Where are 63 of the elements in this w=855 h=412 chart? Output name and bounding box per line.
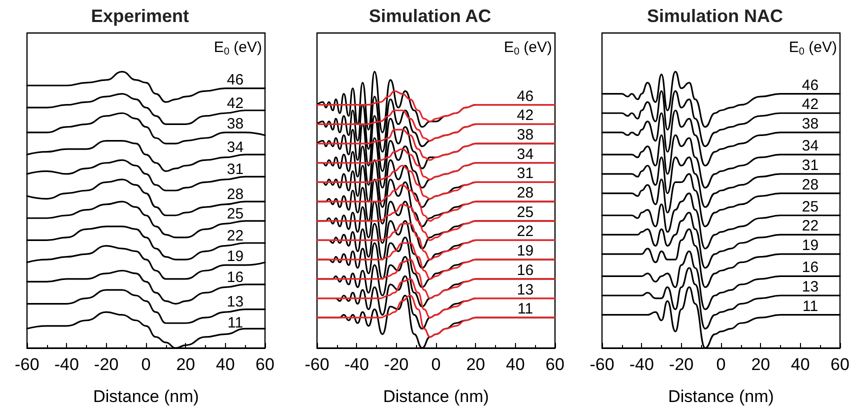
- series-label: 11: [517, 300, 534, 318]
- x-tick-label: -40: [54, 355, 79, 374]
- series-label: 38: [802, 115, 819, 132]
- series-label: 42: [226, 94, 244, 112]
- x-tick-label: 60: [546, 355, 564, 374]
- x-tick-label: -60: [590, 355, 614, 374]
- series-label: 34: [802, 138, 819, 155]
- series-label: 34: [226, 138, 244, 156]
- series-label: 22: [802, 218, 819, 235]
- x-tick-label: 20: [176, 355, 196, 374]
- x-tick-label: -60: [304, 355, 330, 374]
- series-label: 16: [226, 268, 244, 286]
- series-label: 46: [802, 76, 819, 94]
- series-label: 31: [226, 161, 244, 178]
- series-label: 19: [802, 237, 819, 254]
- chart-title: Simulation AC: [368, 6, 492, 26]
- x-tick-label: -60: [14, 355, 40, 374]
- x-axis-title: Distance (nm): [668, 387, 774, 406]
- series-label: 28: [802, 176, 819, 194]
- x-tick-label: -20: [669, 355, 694, 374]
- series-label: 11: [802, 298, 818, 315]
- x-tick-label: 60: [256, 355, 274, 374]
- series-label: 13: [802, 278, 819, 296]
- chart-title: Simulation NAC: [646, 6, 784, 26]
- series-label: 46: [516, 88, 534, 105]
- series-label: 28: [516, 184, 534, 202]
- series-label: 25: [516, 204, 534, 221]
- series-label: 42: [802, 96, 819, 114]
- x-tick-label: 40: [790, 355, 810, 374]
- series-label: 38: [226, 115, 244, 132]
- series-label: 28: [226, 186, 244, 203]
- x-tick-label: 0: [141, 355, 151, 374]
- x-tick-label: 40: [506, 355, 525, 374]
- series-label: 31: [516, 165, 534, 182]
- chart-title: Experiment: [90, 6, 190, 26]
- x-tick-label: 0: [431, 355, 441, 374]
- x-axis-title: Distance (nm): [383, 387, 489, 406]
- x-tick-label: 60: [830, 355, 850, 374]
- series-label: 22: [226, 227, 244, 244]
- series-label: 25: [226, 205, 244, 222]
- x-tick-label: 20: [466, 355, 486, 374]
- series-label: 16: [516, 262, 534, 279]
- series-label: 38: [516, 126, 534, 144]
- x-tick-label: -20: [384, 355, 409, 374]
- series-label: 13: [516, 281, 534, 298]
- series-label: 31: [802, 156, 819, 174]
- series-label: 42: [516, 107, 534, 124]
- x-tick-label: 0: [716, 355, 726, 374]
- x-tick-label: 20: [751, 355, 770, 374]
- series-label: 16: [802, 259, 819, 276]
- series-label: 11: [227, 314, 244, 332]
- series-label: 34: [516, 146, 534, 163]
- x-tick-label: 40: [216, 355, 235, 374]
- series-label: 46: [226, 71, 244, 88]
- x-axis-title: Distance (nm): [93, 387, 199, 406]
- x-tick-label: -20: [94, 355, 119, 374]
- x-tick-label: -40: [344, 355, 369, 374]
- series-label: 13: [226, 294, 244, 311]
- series-label: 19: [516, 242, 534, 260]
- series-label: 22: [516, 223, 534, 240]
- series-label: 19: [226, 248, 244, 266]
- series-label: 25: [802, 198, 819, 216]
- x-tick-label: -40: [629, 355, 654, 374]
